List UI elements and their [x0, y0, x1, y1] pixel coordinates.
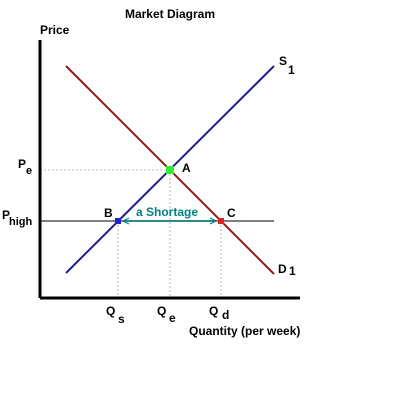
qe-label: Q [157, 304, 166, 318]
qd-subscript: d [222, 308, 229, 322]
supply-curve-label: S [279, 54, 287, 68]
y-axis-label: Price [40, 23, 70, 37]
diagram-title: Market Diagram [125, 7, 215, 21]
point-b-marker [115, 218, 121, 224]
phigh-label: P [2, 208, 10, 222]
point-a-label: A [182, 161, 191, 175]
qs-subscript: s [118, 312, 125, 326]
shortage-label: a Shortage [136, 205, 198, 219]
qe-subscript: e [169, 311, 176, 325]
pe-label: P [18, 157, 26, 171]
demand-curve-label: D [278, 262, 287, 276]
phigh-subscript: high [9, 216, 32, 228]
point-c-label: C [227, 206, 236, 220]
pe-subscript: e [26, 165, 32, 177]
point-b-label: B [104, 206, 113, 220]
supply-curve-subscript: 1 [288, 63, 295, 77]
qs-label: Q [106, 304, 115, 318]
point-c-marker [218, 218, 224, 224]
point-a-marker [166, 166, 174, 174]
demand-curve-subscript: 1 [289, 264, 296, 278]
guide-lines [40, 169, 222, 298]
x-axis-label: Quantity (per week) [189, 324, 300, 338]
qd-label: Q [209, 304, 218, 318]
